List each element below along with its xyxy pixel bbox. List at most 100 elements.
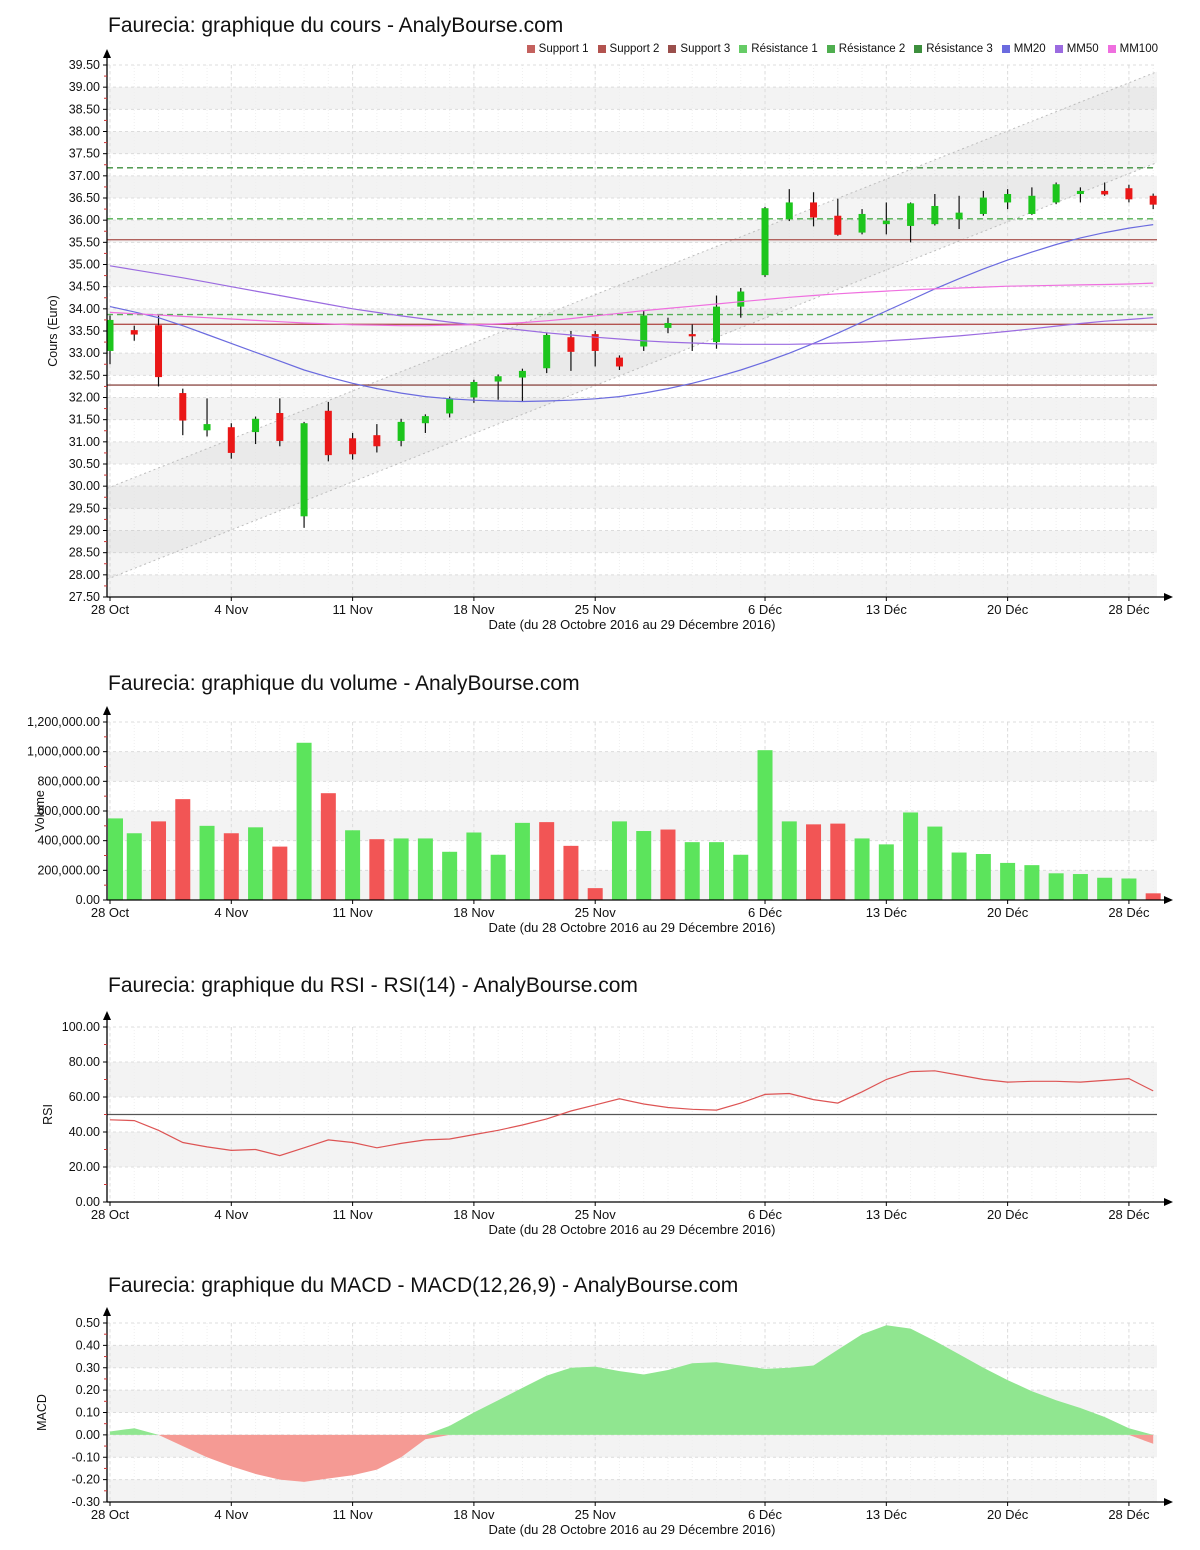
- svg-text:29.00: 29.00: [69, 524, 100, 538]
- candle: [179, 393, 187, 421]
- volume-bar: [151, 821, 167, 900]
- legend-label: Résistance 2: [838, 43, 906, 55]
- svg-text:35.00: 35.00: [69, 258, 100, 272]
- legend-item: MM20: [1001, 43, 1046, 55]
- candle: [203, 424, 211, 431]
- candle: [470, 381, 478, 398]
- svg-text:Date (du 28 Octobre 2016 au 29: Date (du 28 Octobre 2016 au 29 Décembre …: [489, 617, 776, 632]
- svg-text:25 Nov: 25 Nov: [575, 1507, 617, 1522]
- volume-bar: [223, 833, 239, 900]
- svg-text:25 Nov: 25 Nov: [575, 905, 617, 920]
- svg-text:28 Oct: 28 Oct: [91, 602, 130, 617]
- y-axis-arrow-icon: [103, 1307, 111, 1316]
- volume-bar: [1145, 893, 1161, 900]
- legend-label: Support 2: [609, 43, 660, 55]
- svg-text:32.00: 32.00: [69, 391, 100, 405]
- svg-text:33.00: 33.00: [69, 346, 100, 360]
- legend-item: MM100: [1107, 43, 1158, 55]
- svg-text:20 Déc: 20 Déc: [987, 1507, 1029, 1522]
- candle: [591, 334, 599, 351]
- svg-text:20.00: 20.00: [69, 1160, 100, 1174]
- candle: [615, 357, 623, 367]
- svg-text:13 Déc: 13 Déc: [866, 1507, 908, 1522]
- svg-text:6 Déc: 6 Déc: [748, 1507, 782, 1522]
- rsi-line: [109, 1070, 1154, 1157]
- mm20-line: [109, 224, 1154, 403]
- legend-label: MM20: [1013, 43, 1046, 55]
- candle: [300, 423, 308, 517]
- candle: [1149, 195, 1157, 205]
- price-chart: 39.50 39.00 38.50 38.00 37.50 37.00 36.50 36.00…: [46, 49, 1173, 632]
- candle: [1028, 195, 1036, 214]
- svg-text:18 Nov: 18 Nov: [453, 602, 495, 617]
- svg-text:0.20: 0.20: [76, 1383, 100, 1397]
- candle: [106, 319, 114, 351]
- candle: [834, 215, 842, 235]
- legend-item: Support 1: [526, 43, 589, 55]
- svg-text:-0.30: -0.30: [72, 1495, 101, 1509]
- volume-bar: [199, 825, 215, 900]
- svg-text:38.00: 38.00: [69, 125, 100, 139]
- svg-text:400,000.00: 400,000.00: [37, 834, 100, 848]
- volume-bar: [660, 829, 676, 900]
- svg-text:34.00: 34.00: [69, 302, 100, 316]
- svg-text:39.00: 39.00: [69, 80, 100, 94]
- legend-swatch-icon: [597, 45, 606, 53]
- legend-item: Support 2: [597, 43, 660, 55]
- svg-text:35.50: 35.50: [69, 235, 100, 249]
- svg-text:37.00: 37.00: [69, 169, 100, 183]
- mm50-line: [109, 265, 1154, 345]
- svg-text:4 Nov: 4 Nov: [214, 905, 248, 920]
- legend-label: Résistance 3: [926, 43, 993, 55]
- candle: [1052, 184, 1060, 203]
- svg-text:60.00: 60.00: [69, 1090, 100, 1104]
- volume-bar: [296, 742, 312, 900]
- volume-bar: [781, 821, 797, 900]
- legend-swatch-icon: [826, 45, 835, 53]
- volume-chart-title: Faurecia: graphique du volume - AnalyBou…: [108, 672, 580, 695]
- x-axis-arrow-icon: [1164, 593, 1173, 601]
- candle: [324, 410, 332, 456]
- legend-label: MM50: [1066, 43, 1099, 55]
- candle: [907, 203, 915, 226]
- legend-item: Résistance 1: [739, 43, 818, 55]
- volume-bar: [514, 822, 530, 900]
- svg-text:Date (du 28 Octobre 2016 au 29: Date (du 28 Octobre 2016 au 29 Décembre …: [489, 920, 776, 935]
- svg-text:6 Déc: 6 Déc: [748, 1207, 782, 1222]
- legend-swatch-icon: [1001, 45, 1010, 53]
- svg-text:34.50: 34.50: [69, 280, 100, 294]
- candle: [858, 213, 866, 233]
- svg-text:36.00: 36.00: [69, 213, 100, 227]
- legend-swatch-icon: [1107, 45, 1116, 53]
- macd-chart-title: Faurecia: graphique du MACD - MACD(12,26…: [108, 1274, 739, 1297]
- volume-bar: [563, 845, 579, 900]
- volume-bar: [272, 846, 288, 900]
- candle: [713, 306, 720, 343]
- candle: [543, 334, 551, 369]
- volume-bar: [393, 838, 409, 900]
- volume-bar: [1121, 878, 1137, 900]
- svg-text:0.00: 0.00: [76, 893, 100, 907]
- volume-bar: [1048, 873, 1064, 900]
- svg-text:28 Oct: 28 Oct: [91, 1207, 130, 1222]
- candle: [931, 205, 939, 225]
- svg-text:28 Déc: 28 Déc: [1108, 1207, 1150, 1222]
- mm100-line: [109, 282, 1154, 327]
- volume-bar: [878, 844, 894, 900]
- svg-text:0.00: 0.00: [76, 1195, 100, 1209]
- volume-bar: [830, 823, 846, 900]
- svg-text:MACD: MACD: [35, 1394, 49, 1431]
- candle: [397, 421, 405, 441]
- svg-text:Date (du 28 Octobre 2016 au 29: Date (du 28 Octobre 2016 au 29 Décembre …: [489, 1222, 776, 1237]
- svg-text:38.50: 38.50: [69, 102, 100, 116]
- svg-text:29.50: 29.50: [69, 501, 100, 515]
- candle: [494, 376, 502, 382]
- volume-bar: [1000, 862, 1016, 900]
- svg-text:18 Nov: 18 Nov: [453, 1507, 495, 1522]
- legend-swatch-icon: [914, 45, 923, 53]
- volume-bar: [126, 833, 142, 900]
- x-axis-arrow-icon: [1164, 896, 1173, 904]
- price-chart-title: Faurecia: graphique du cours - AnalyBour…: [108, 14, 564, 37]
